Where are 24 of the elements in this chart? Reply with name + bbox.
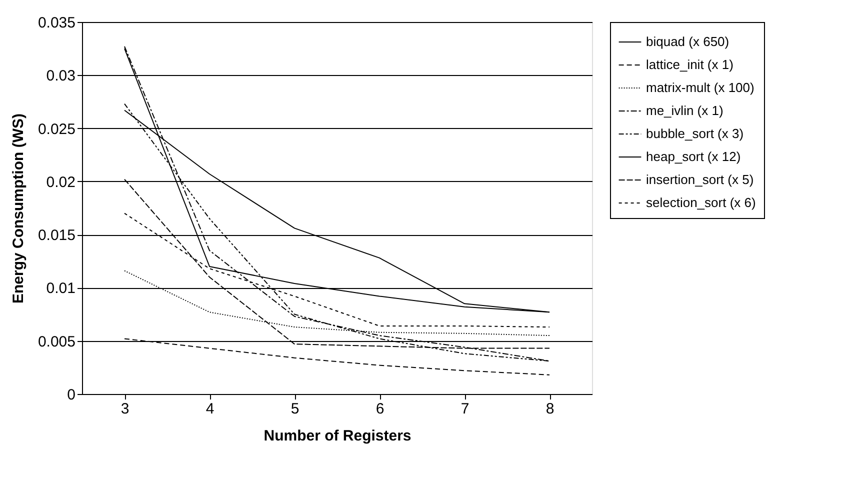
x-tick-label: 4 [206, 400, 214, 418]
y-tick-label: 0 [67, 386, 76, 404]
x-tick-label: 8 [546, 400, 554, 418]
legend-label: insertion_sort (x 5) [646, 172, 754, 187]
y-tick-label: 0.005 [38, 333, 76, 350]
x-tick-label: 6 [376, 400, 384, 418]
legend-label: lattice_init (x 1) [646, 57, 734, 72]
x-axis-title: Number of Registers [264, 428, 412, 444]
legend-label: biquad (x 650) [646, 34, 730, 49]
y-tick-label: 0.01 [46, 280, 76, 298]
legend-label: bubble_sort (x 3) [646, 126, 744, 141]
y-tick-label: 0.025 [38, 120, 76, 138]
y-tick-label: 0.015 [38, 227, 76, 244]
y-axis-title: Energy Consumption (WS) [10, 114, 27, 304]
x-tick-label: 7 [460, 400, 470, 418]
legend-label: selection_sort (x 6) [646, 195, 756, 210]
legend-label: me_ivlin (x 1) [646, 103, 724, 118]
x-tick-label: 3 [120, 400, 130, 418]
legend-label: matrix-mult (x 100) [646, 80, 754, 95]
y-tick-label: 0.02 [46, 174, 76, 191]
y-tick-label: 0.035 [38, 14, 76, 32]
legend-label: heap_sort (x 12) [646, 149, 741, 164]
y-tick-label: 0.03 [46, 68, 76, 85]
x-tick-label: 5 [290, 400, 300, 418]
